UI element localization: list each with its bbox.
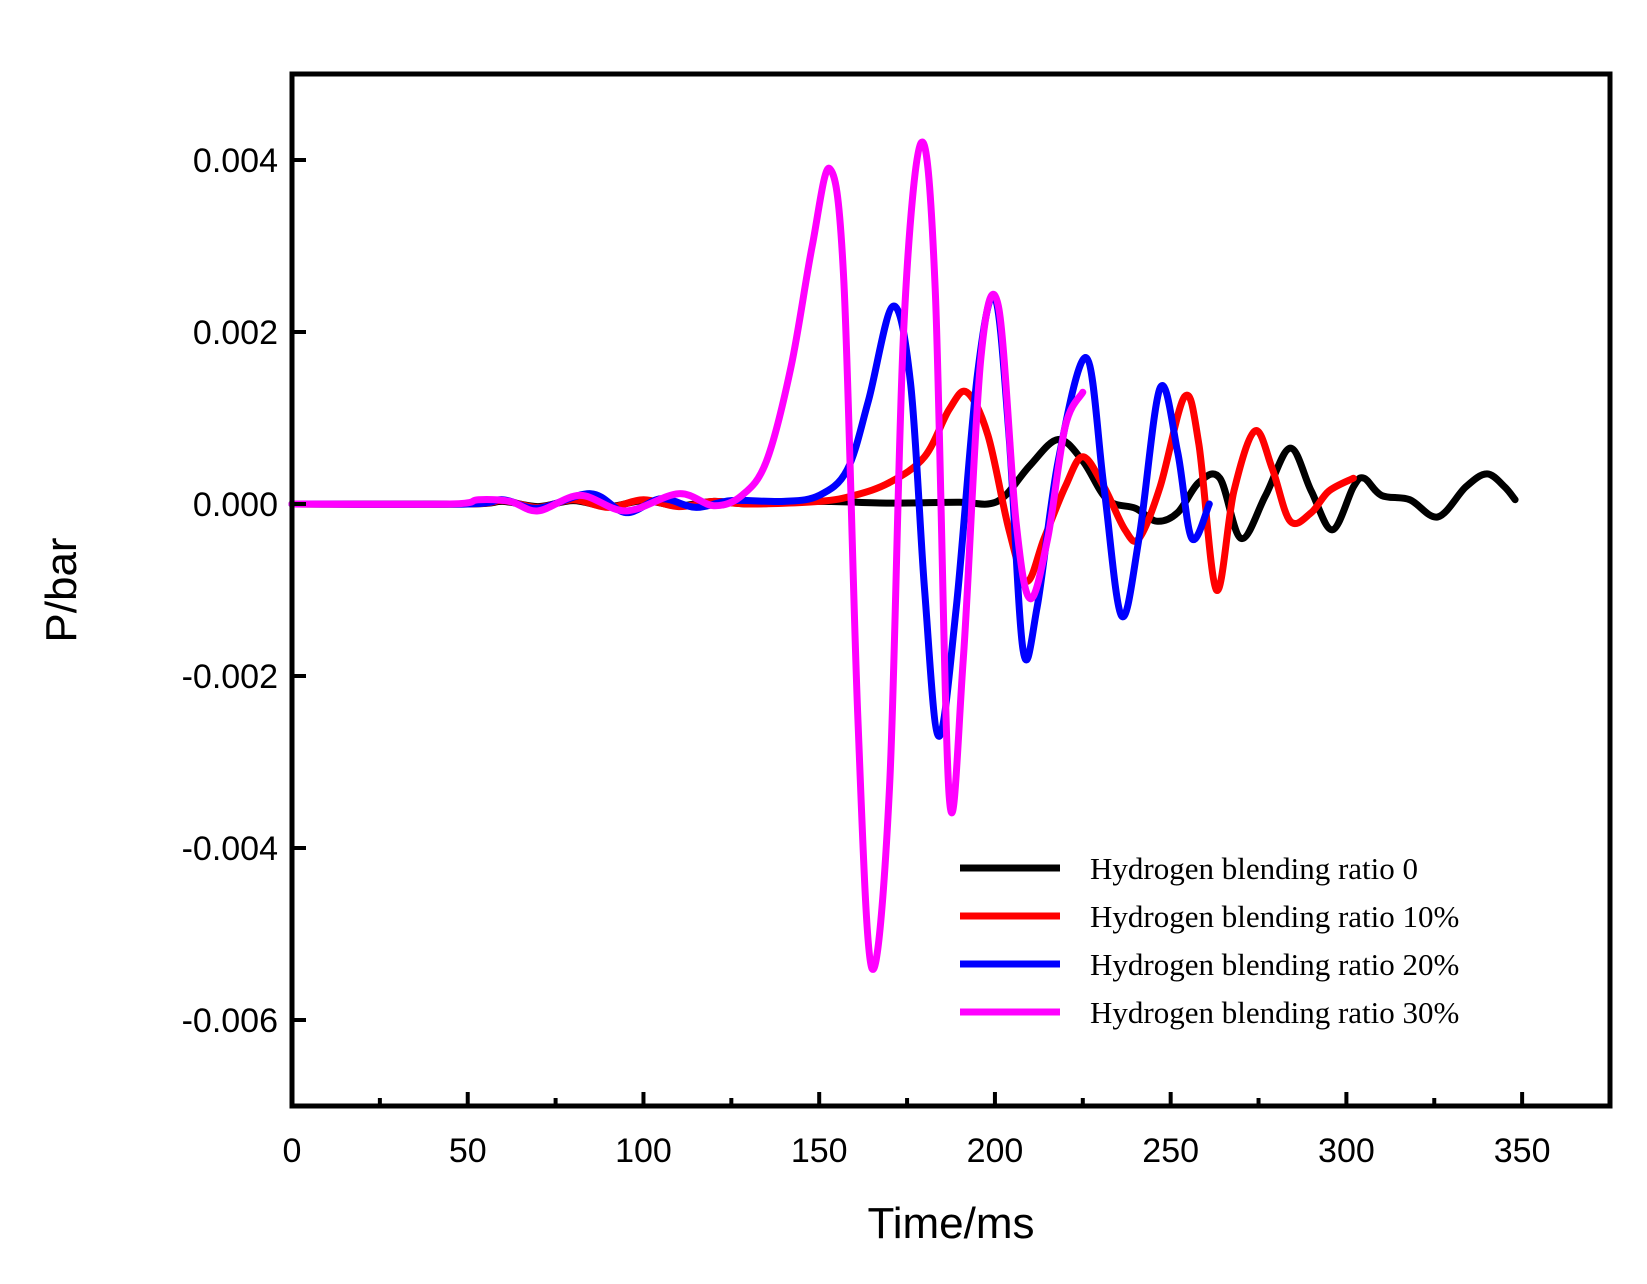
y-tick-label: 0.004 (193, 142, 278, 180)
y-tick-label: 0.000 (193, 486, 278, 524)
x-tick-label: 150 (791, 1132, 848, 1170)
legend-label-2: Hydrogen blending ratio 20% (1090, 947, 1459, 982)
legend-label-1: Hydrogen blending ratio 10% (1090, 899, 1459, 934)
y-tick-label: -0.004 (182, 830, 278, 868)
y-tick-label: 0.002 (193, 314, 278, 352)
y-axis: -0.006 -0.004 -0.002 0.000 0.002 0.004 (182, 142, 306, 1040)
series-line-3 (288, 138, 1087, 973)
x-tick-label: 0 (283, 1132, 302, 1170)
x-axis: 0 50 100 150 200 250 300 350 (283, 1092, 1551, 1170)
legend-label-3: Hydrogen blending ratio 30% (1090, 995, 1459, 1030)
x-tick-label: 350 (1494, 1132, 1551, 1170)
series-group (288, 138, 1519, 973)
x-tick-label: 300 (1318, 1132, 1375, 1170)
x-tick-label: 50 (449, 1132, 487, 1170)
x-tick-label: 100 (615, 1132, 672, 1170)
legend: Hydrogen blending ratio 0 Hydrogen blendi… (960, 851, 1459, 1030)
x-tick-label: 250 (1142, 1132, 1199, 1170)
y-tick-label: -0.006 (182, 1002, 278, 1040)
x-tick-label: 200 (967, 1132, 1024, 1170)
legend-label-0: Hydrogen blending ratio 0 (1090, 851, 1418, 886)
y-tick-label: -0.002 (182, 658, 278, 696)
series-line-2 (288, 292, 1213, 740)
x-axis-title: Time/ms (867, 1199, 1034, 1248)
plot-frame (289, 71, 1613, 1109)
y-axis-title: P/bar (37, 537, 86, 642)
